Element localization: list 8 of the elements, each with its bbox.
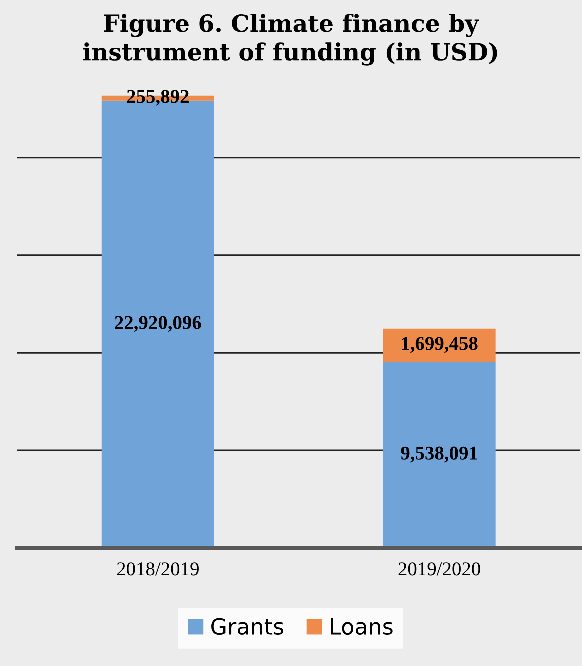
data-label: 22,920,096 [115,316,202,332]
legend-label: Loans [331,618,393,636]
data-label: 9,538,091 [401,446,478,463]
data-label: 1,699,458 [402,337,478,354]
chart-title: Figure 6. Climate finance by instrument of funding (in USD) [83,14,498,66]
x-tick-label: 2018/2019 [117,562,199,576]
x-tick-label: 2019/2020 [398,562,480,576]
legend-label: Grants [212,618,284,636]
